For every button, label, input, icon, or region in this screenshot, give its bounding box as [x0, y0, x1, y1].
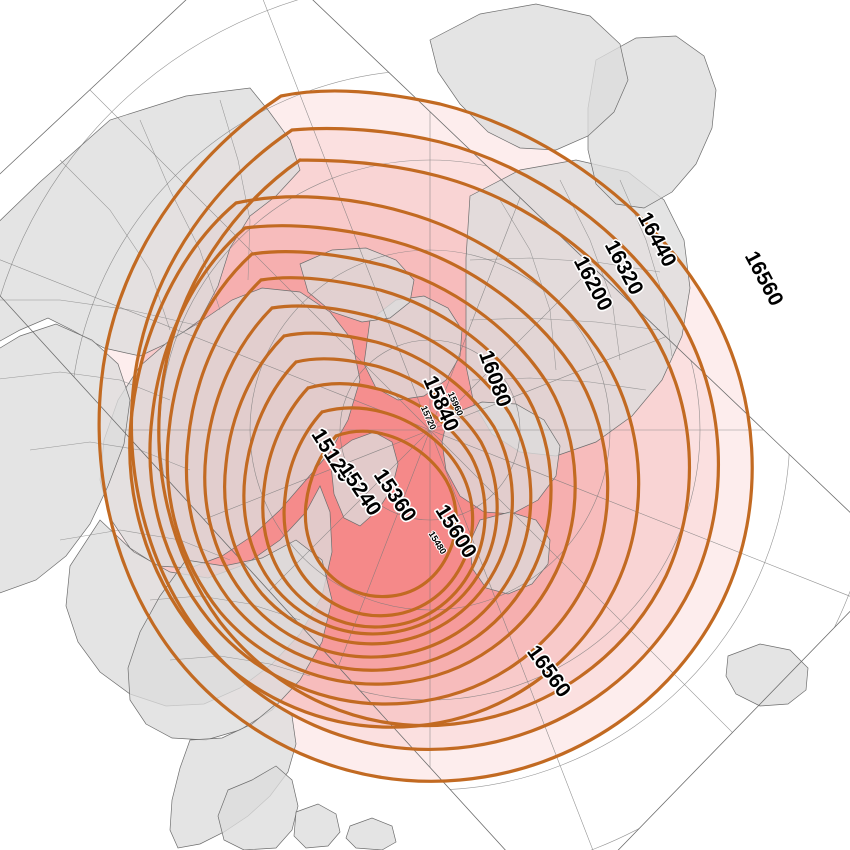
land-eurasia-west	[0, 87, 301, 357]
contour-15360	[261, 382, 487, 629]
contour-15960	[165, 250, 577, 686]
land-indochina	[217, 765, 299, 850]
contour-16320	[157, 158, 691, 728]
contour-16080	[148, 224, 610, 706]
land-island-1	[293, 803, 341, 849]
land-china	[127, 539, 333, 741]
contour-15120	[303, 429, 458, 599]
land-central-asia	[0, 323, 131, 594]
contour-16560	[97, 89, 754, 783]
contour-15720	[203, 304, 533, 659]
land-se-island	[725, 643, 809, 707]
contour-15240	[282, 406, 475, 618]
land-ne-coast	[429, 3, 629, 151]
contour-15480	[242, 357, 499, 636]
political-borders	[0, 99, 673, 677]
contour-15840	[184, 276, 553, 672]
contour-15600	[223, 331, 514, 646]
land-kamchatka	[329, 431, 399, 527]
contour-16440	[129, 126, 721, 752]
contour-16200	[128, 195, 641, 729]
land-island-2	[345, 817, 397, 850]
contour-lines	[97, 89, 754, 783]
